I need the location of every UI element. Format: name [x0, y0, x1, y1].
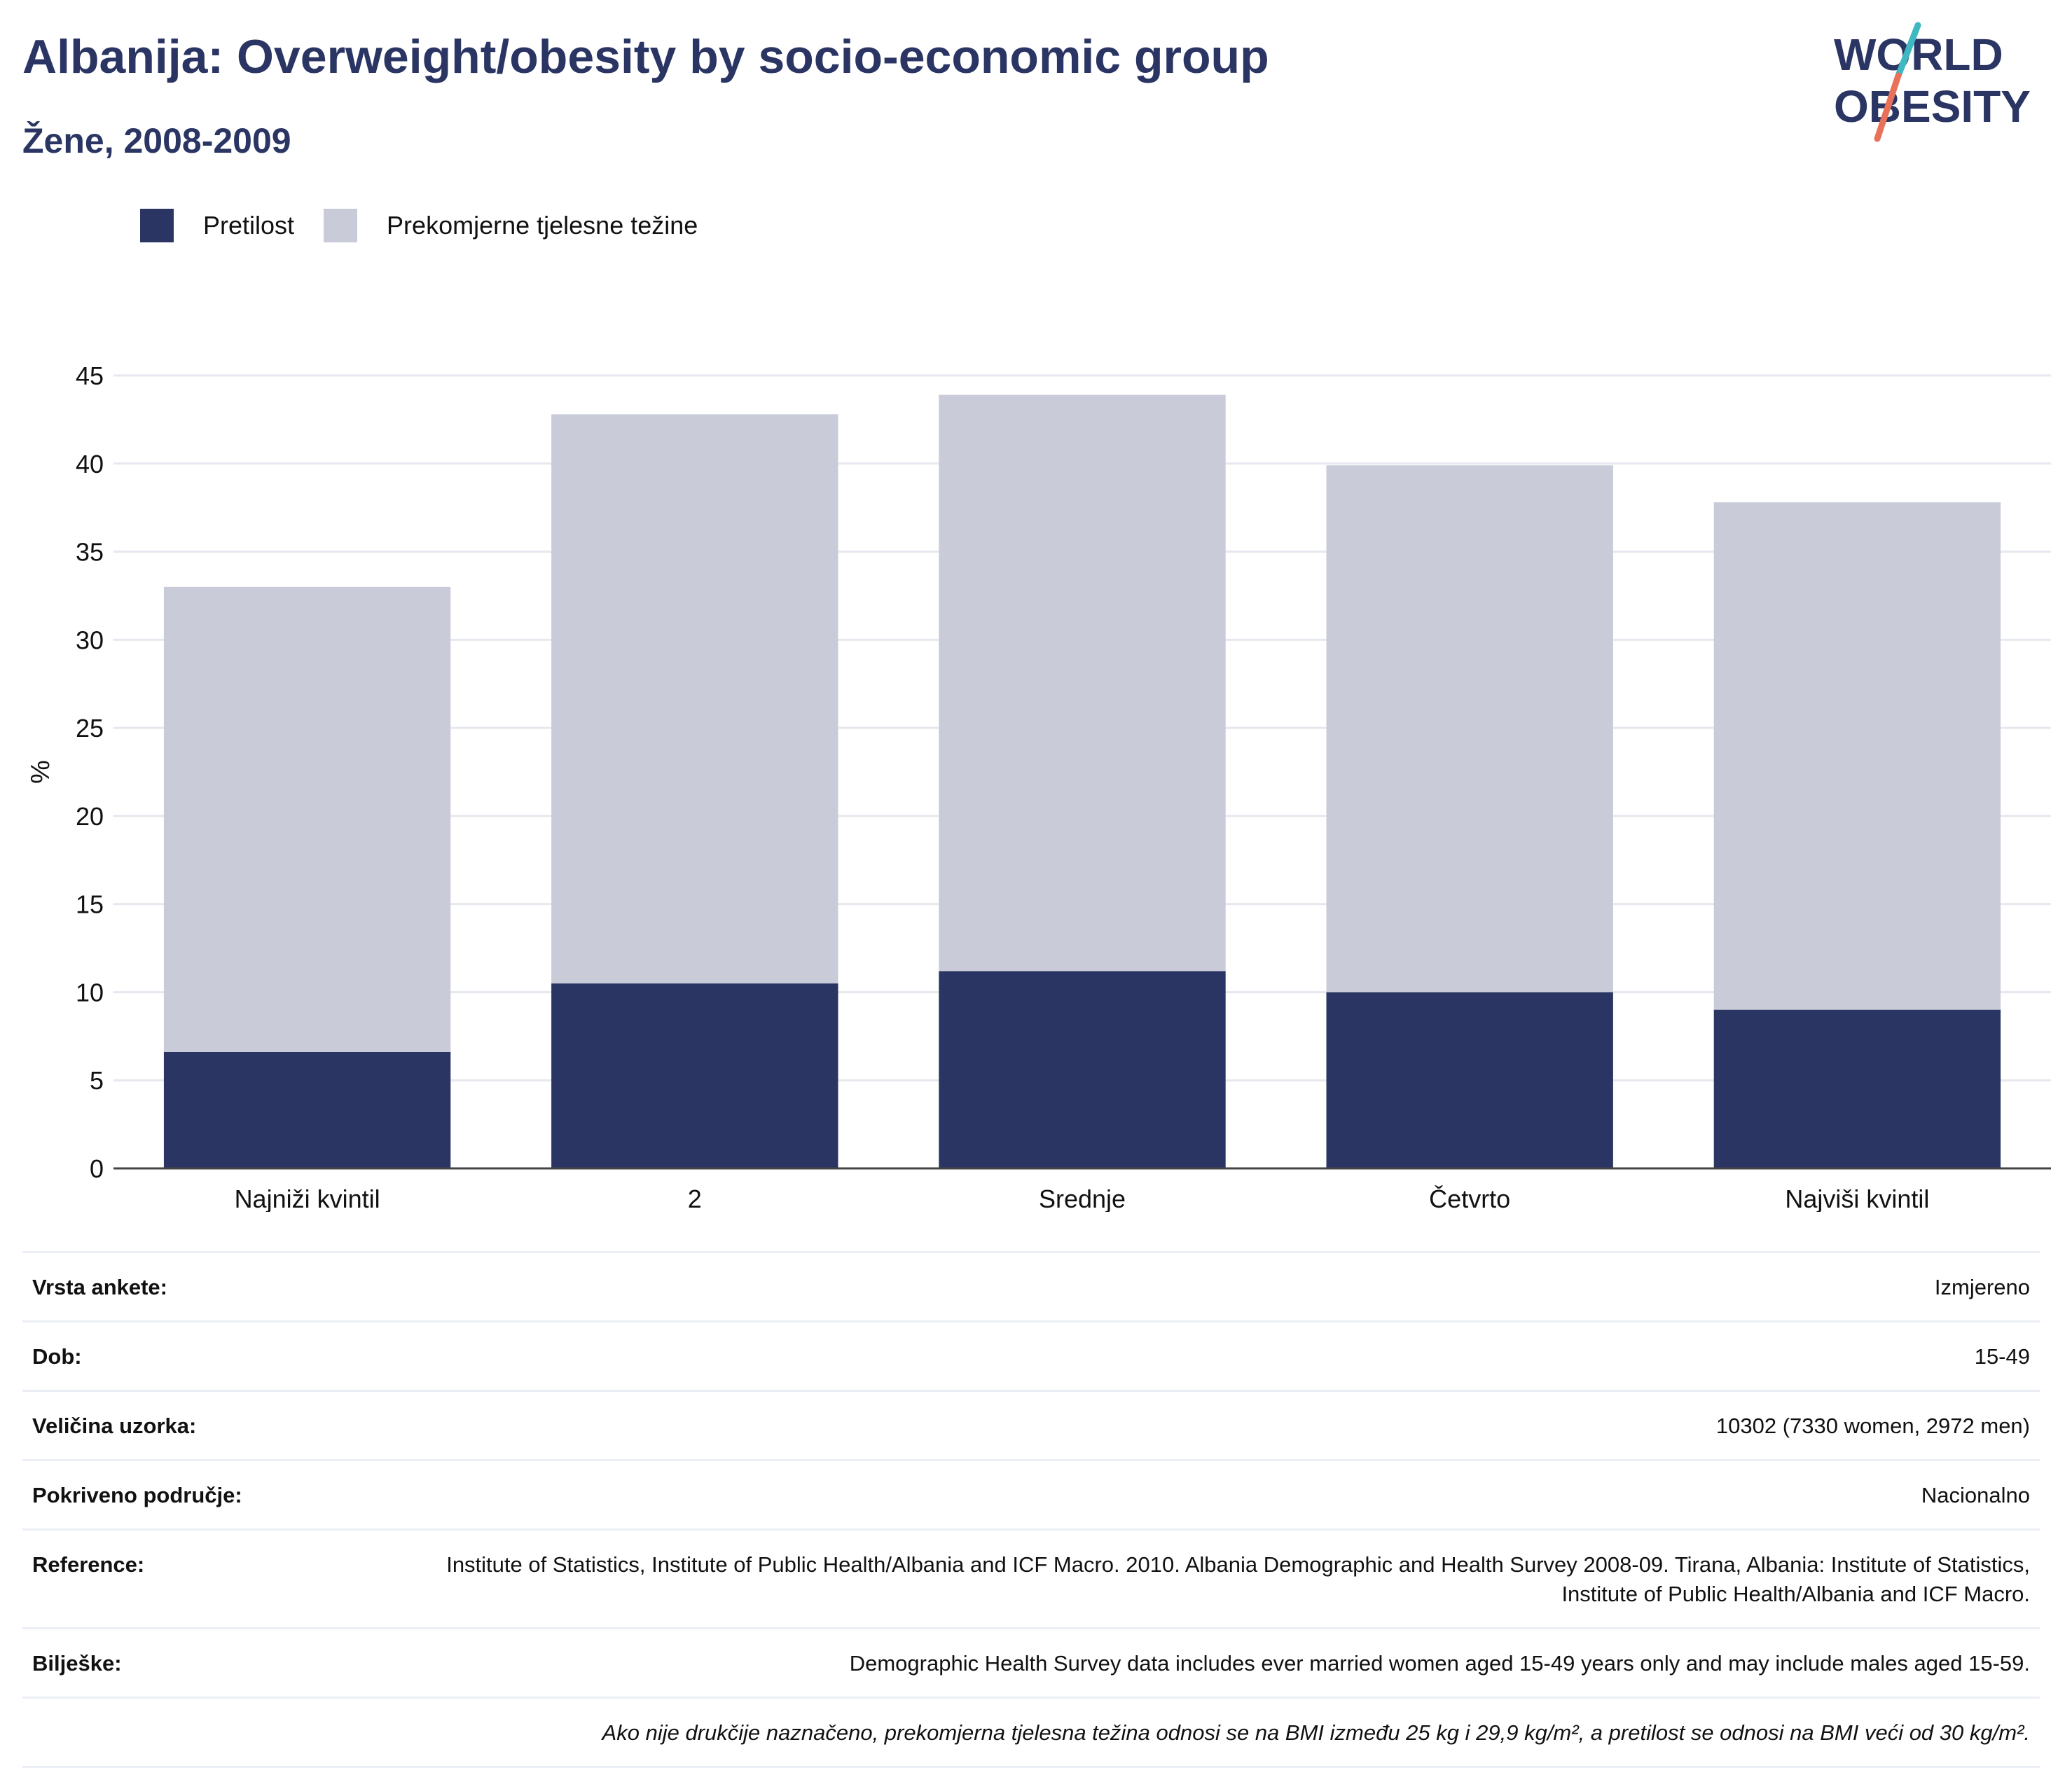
bar-overweight	[1713, 502, 2001, 1010]
meta-label: Reference:	[32, 1552, 145, 1577]
y-tick-label: 10	[76, 978, 104, 1007]
meta-row-footnote: Ako nije drukčije naznačeno, prekomjerna…	[22, 1697, 2040, 1768]
y-tick-label: 25	[76, 714, 104, 743]
x-tick-label: 2	[688, 1185, 702, 1212]
legend-label-overweight: Prekomjerne tjelesne težine	[387, 211, 698, 240]
y-tick-label: 20	[76, 802, 104, 831]
chart-subtitle: Žene, 2008-2009	[22, 121, 291, 160]
meta-label: Veličina uzorka:	[32, 1414, 197, 1438]
bmi-definition-footnote: Ako nije drukčije naznačeno, prekomjerna…	[602, 1720, 2030, 1745]
meta-row-coverage: Pokriveno područje: Nacionalno	[22, 1459, 2040, 1528]
meta-label: Dob:	[32, 1344, 82, 1369]
logo-slash-top	[1895, 22, 1921, 79]
meta-row-age: Dob: 15-49	[22, 1320, 2040, 1390]
meta-label: Pokriveno područje:	[32, 1483, 242, 1507]
meta-row-survey-type: Vrsta ankete: Izmjereno	[22, 1251, 2040, 1320]
bar-overweight	[1326, 465, 1613, 993]
legend-swatch-overweight	[324, 209, 358, 242]
legend-item-overweight[interactable]: Prekomjerne tjelesne težine	[324, 209, 698, 242]
logo-slash-bottom	[1874, 72, 1902, 142]
logo-word-obesity: OBESITY	[1834, 81, 2031, 132]
y-tick-label: 5	[90, 1066, 104, 1095]
chart-legend: Pretilost Prekomjerne tjelesne težine	[140, 206, 727, 245]
logo-word-world: WORLD	[1834, 29, 2003, 80]
meta-row-sample-size: Veličina uzorka: 10302 (7330 women, 2972…	[22, 1390, 2040, 1459]
bar-overweight	[551, 414, 838, 983]
bar-obesity	[551, 983, 838, 1168]
y-tick-label: 0	[90, 1154, 104, 1183]
meta-value: Izmjereno	[1934, 1275, 2030, 1299]
x-tick-label: Srednje	[1039, 1185, 1126, 1212]
meta-value: Demographic Health Survey data includes …	[849, 1651, 2030, 1676]
y-tick-label: 30	[76, 626, 104, 654]
bar-overweight	[939, 394, 1226, 972]
chart-title: Albanija: Overweight/obesity by socio-ec…	[22, 30, 1269, 83]
meta-row-reference: Reference: Institute of Statistics, Inst…	[22, 1528, 2040, 1627]
meta-row-notes: Bilješke: Demographic Health Survey data…	[22, 1627, 2040, 1697]
meta-value: 15-49	[1974, 1344, 2030, 1369]
bar-overweight	[163, 586, 451, 1052]
bar-obesity	[1713, 1009, 2001, 1168]
bar-obesity	[939, 971, 1226, 1168]
meta-value: 10302 (7330 women, 2972 men)	[1715, 1414, 2030, 1438]
y-tick-label: 40	[76, 450, 104, 478]
y-tick-label: 35	[76, 538, 104, 567]
legend-label-obesity: Pretilost	[203, 211, 295, 240]
y-axis-title: %	[26, 760, 55, 784]
legend-item-obesity[interactable]: Pretilost	[140, 209, 294, 242]
x-tick-label: Najviši kvintil	[1785, 1185, 1929, 1212]
bar-chart: 0 5 10 15 20 25 30 35 40 45% Najniži kvintil 2 Sredn…	[26, 361, 2051, 1212]
y-tick-label: 45	[76, 361, 104, 390]
bar-obesity	[1326, 992, 1613, 1168]
meta-value: Nacionalno	[1921, 1483, 2030, 1507]
meta-label: Bilješke:	[32, 1651, 122, 1676]
y-tick-label: 15	[76, 890, 104, 919]
meta-label: Vrsta ankete:	[32, 1275, 167, 1299]
x-tick-label: Četvrto	[1429, 1185, 1510, 1212]
survey-metadata-table: Vrsta ankete: Izmjereno Dob: 15-49 Velič…	[22, 1251, 2040, 1768]
meta-value: Institute of Statistics, Institute of Pu…	[446, 1552, 2030, 1606]
world-obesity-logo: WORLD OBESITY	[1834, 22, 2031, 142]
bar-obesity	[163, 1051, 451, 1168]
legend-swatch-obesity	[140, 209, 174, 242]
x-tick-label: Najniži kvintil	[235, 1185, 380, 1212]
